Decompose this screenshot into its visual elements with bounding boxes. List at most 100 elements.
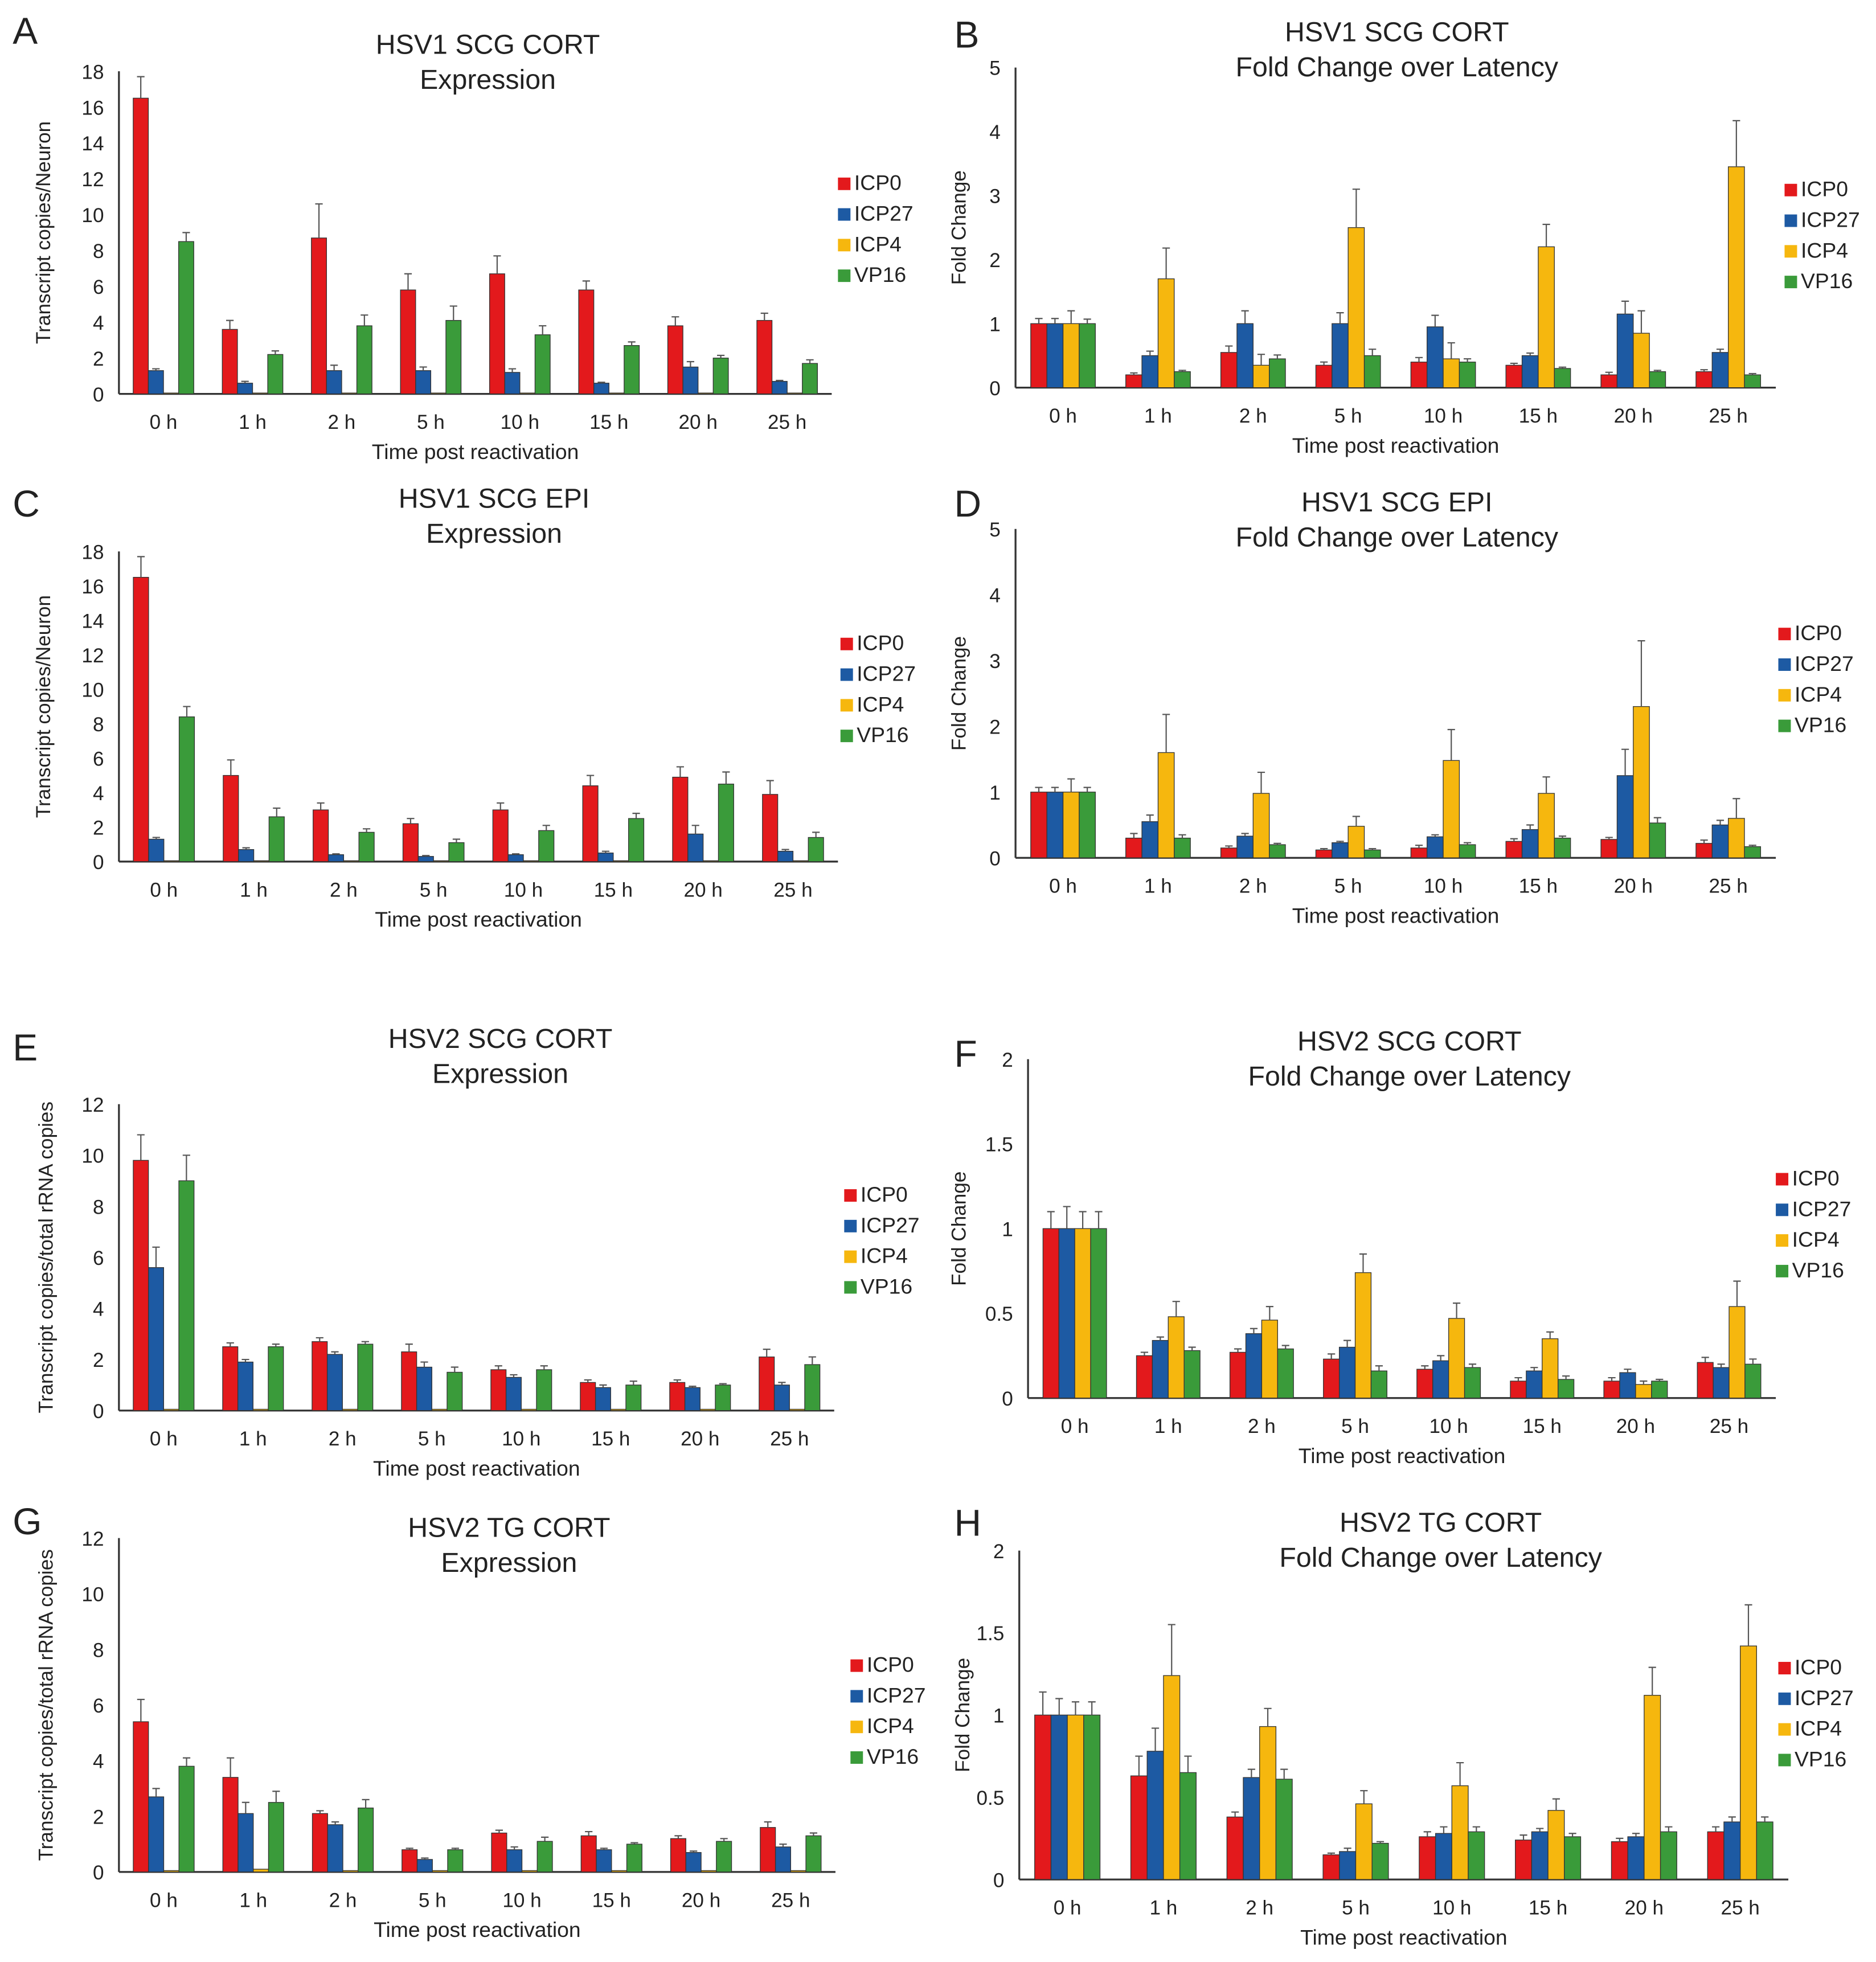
bar-icp4 — [1168, 1316, 1185, 1399]
error-bar — [1608, 1377, 1616, 1382]
error-bar — [690, 1850, 698, 1853]
legend-label: VP16 — [867, 1744, 919, 1768]
x-tick-label: 25 h — [771, 1889, 810, 1911]
y-tick-label: 0.5 — [985, 1303, 1013, 1325]
x-tick-label: 5 h — [419, 1889, 447, 1911]
bar-vp16 — [625, 1385, 642, 1411]
error-bar — [1320, 847, 1328, 850]
bar-icp27 — [415, 370, 432, 395]
bar-vp16 — [1174, 371, 1191, 388]
legend-swatch-icp4 — [1778, 689, 1791, 702]
error-bar — [1464, 358, 1472, 362]
bar-icp4 — [163, 860, 180, 862]
bar-vp16 — [358, 832, 375, 862]
bar-icp27 — [1245, 1333, 1263, 1399]
x-tick-label: 2 h — [328, 411, 356, 433]
y-tick-label: 12 — [81, 1528, 104, 1550]
bar-vp16 — [1079, 323, 1096, 388]
bar-icp4 — [1538, 793, 1555, 858]
y-tick-label: 6 — [93, 1695, 104, 1717]
bar-icp27 — [1427, 836, 1444, 858]
x-tick-label: 0 h — [1049, 405, 1077, 427]
bar-vp16 — [538, 830, 555, 862]
bar-icp4 — [1451, 1785, 1469, 1880]
error-bar — [1558, 835, 1567, 838]
y-tick-label: 0 — [989, 847, 1001, 870]
bar-icp27 — [1058, 1228, 1075, 1399]
bar-vp16 — [1554, 368, 1571, 388]
x-tick-label: 25 h — [1721, 1897, 1759, 1919]
bar-icp0 — [762, 794, 779, 862]
y-tick-label: 10 — [81, 679, 104, 701]
panel-B: B HSV1 SCG CORT Fold Change over Latency 0 1… — [948, 13, 1859, 457]
y-tick-label: 16 — [81, 576, 104, 598]
legend-swatch-icp27 — [840, 668, 853, 681]
error-bar — [628, 341, 636, 346]
x-tick-label: 10 h — [501, 411, 539, 433]
bar-icp4 — [702, 860, 719, 862]
error-bar — [1423, 1831, 1431, 1837]
error-bar — [332, 853, 340, 855]
bar-icp4 — [1633, 333, 1650, 388]
error-bar — [272, 1791, 280, 1803]
x-tick-label: 15 h — [594, 879, 633, 901]
bar-icp4 — [701, 1870, 717, 1873]
error-bar — [1250, 1328, 1258, 1334]
legend-swatch-vp16 — [1776, 1264, 1789, 1277]
x-tick-label: 15 h — [1529, 1897, 1567, 1919]
legend-swatch-icp27 — [1778, 658, 1791, 671]
error-bar — [676, 766, 684, 777]
y-tick-label: 2 — [93, 1806, 104, 1828]
y-tick-label: 18 — [81, 541, 104, 563]
bar-icp27 — [1236, 323, 1254, 388]
bar-icp4 — [521, 1870, 538, 1873]
bar-icp27 — [326, 370, 342, 395]
y-tick-label: 14 — [81, 133, 104, 155]
x-tick-label: 1 h — [1149, 1897, 1177, 1919]
y-tick-label: 14 — [81, 610, 104, 632]
bar-vp16 — [1564, 1836, 1582, 1880]
error-bar — [451, 1848, 459, 1850]
bar-icp4 — [1067, 1714, 1084, 1880]
x-tick-label: 2 h — [330, 879, 358, 901]
chart-title: Expression — [432, 1058, 568, 1089]
bar-icp0 — [1695, 843, 1713, 858]
legend-label: ICP4 — [867, 1714, 914, 1738]
bar-icp0 — [223, 775, 239, 862]
x-tick-label: 15 h — [589, 411, 628, 433]
error-bar — [1039, 1691, 1047, 1715]
error-bar — [1437, 1355, 1445, 1361]
x-tick-label: 10 h — [1429, 1415, 1468, 1437]
y-tick-label: 16 — [81, 97, 104, 119]
legend-swatch-vp16 — [1778, 1754, 1791, 1767]
chart-title: HSV2 SCG CORT — [388, 1023, 613, 1054]
y-tick-label: 0 — [93, 851, 104, 874]
bar-icp27 — [773, 1385, 790, 1411]
bar-icp4 — [611, 1870, 628, 1873]
x-axis-label: Time post reactivation — [375, 907, 582, 931]
error-bar — [1605, 837, 1613, 839]
bar-icp0 — [670, 1838, 686, 1873]
error-bar — [1456, 1762, 1464, 1786]
legend-swatch-icp0 — [838, 177, 851, 190]
y-tick-label: 2 — [93, 348, 104, 370]
error-bar — [1281, 1345, 1289, 1349]
bar-icp0 — [1603, 1381, 1620, 1399]
error-bar — [1530, 1367, 1538, 1371]
error-bar — [1665, 1826, 1673, 1832]
x-tick-label: 10 h — [1424, 405, 1463, 427]
bar-icp0 — [1505, 364, 1523, 388]
x-axis-label: Time post reactivation — [1299, 1444, 1506, 1468]
error-bar — [510, 1374, 518, 1378]
bar-icp27 — [505, 1377, 522, 1411]
bar-icp0 — [1136, 1355, 1153, 1399]
panel-letter: E — [13, 1026, 38, 1068]
bar-vp16 — [178, 241, 194, 395]
bar-icp0 — [490, 1369, 507, 1411]
legend-label: ICP0 — [867, 1653, 914, 1677]
error-bar — [227, 1757, 235, 1777]
error-bar — [671, 316, 679, 326]
error-bar — [1156, 1336, 1164, 1341]
error-bar — [1748, 845, 1756, 847]
legend-swatch-icp27 — [844, 1219, 857, 1232]
